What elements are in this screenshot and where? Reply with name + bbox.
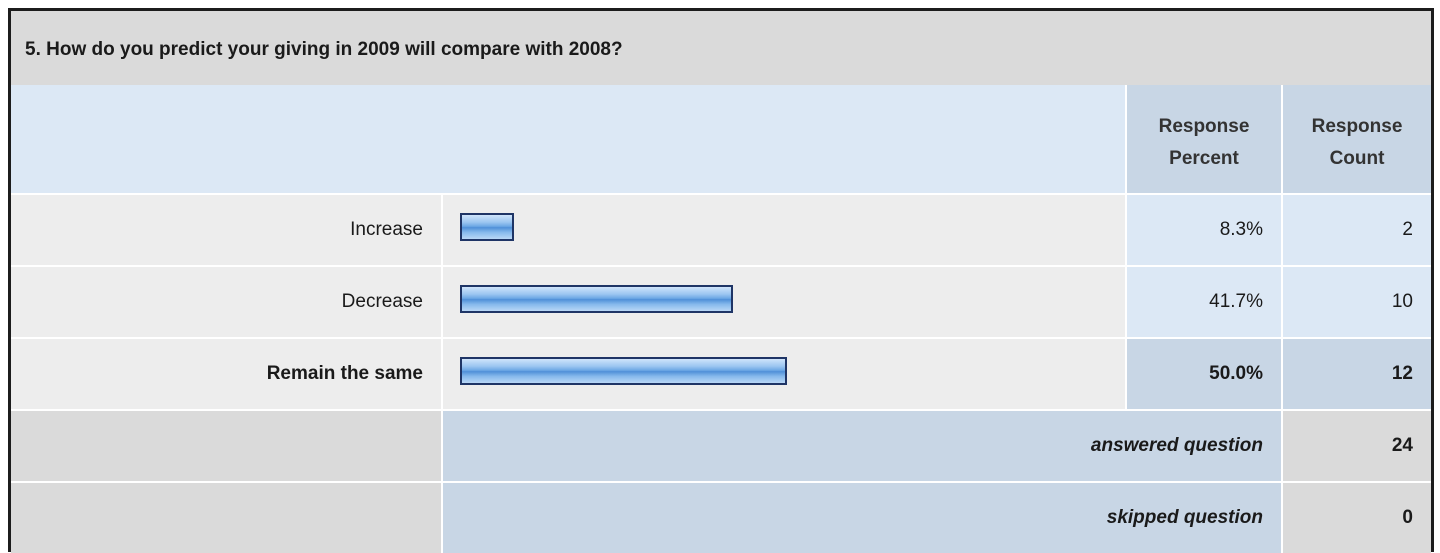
answer-percent: 41.7% (1209, 291, 1263, 312)
column-header-percent: Response Percent (1158, 116, 1250, 169)
column-header-percent-cell: Response Percent (1125, 85, 1281, 193)
summary-blank-cell (11, 409, 443, 481)
bar-decrease (460, 285, 733, 313)
answer-label-cell: Decrease (11, 265, 443, 337)
answer-label-cell: Remain the same (11, 337, 443, 409)
answer-bar-cell (443, 193, 1125, 265)
answer-bar-cell (443, 337, 1125, 409)
skipped-question-label: skipped question (1106, 507, 1263, 528)
answer-label: Remain the same (266, 363, 423, 384)
bar-increase (460, 213, 514, 241)
answer-percent: 50.0% (1209, 363, 1263, 384)
question-title: 5. How do you predict your giving in 200… (25, 39, 623, 60)
answer-count: 10 (1391, 291, 1413, 312)
skipped-question-value: 0 (1402, 507, 1413, 528)
answer-percent-cell: 41.7% (1125, 265, 1281, 337)
question-header: 5. How do you predict your giving in 200… (11, 11, 1431, 87)
answered-question-label: answered question (1090, 435, 1263, 456)
column-header-blank (11, 85, 1125, 193)
answer-percent-cell: 50.0% (1125, 337, 1281, 409)
answer-row-increase: Increase 8.3% 2 (11, 193, 1431, 265)
column-header-count: Response Count (1311, 116, 1403, 169)
answer-percent-cell: 8.3% (1125, 193, 1281, 265)
summary-blank-cell (11, 481, 443, 553)
answered-value-cell: 24 (1281, 409, 1431, 481)
skipped-value-cell: 0 (1281, 481, 1431, 553)
answer-label-cell: Increase (11, 193, 443, 265)
answer-count: 2 (1402, 219, 1413, 240)
skipped-label-cell: skipped question (443, 481, 1281, 553)
answered-question-row: answered question 24 (11, 409, 1431, 481)
column-header-count-cell: Response Count (1281, 85, 1431, 193)
survey-results-table: 5. How do you predict your giving in 200… (8, 8, 1434, 553)
bar-remain-the-same (460, 357, 787, 385)
column-header-row: Response Percent Response Count (11, 85, 1431, 193)
answer-count-cell: 2 (1281, 193, 1431, 265)
answer-row-decrease: Decrease 41.7% 10 (11, 265, 1431, 337)
skipped-question-row: skipped question 0 (11, 481, 1431, 553)
answer-label: Increase (350, 219, 423, 240)
answered-label-cell: answered question (443, 409, 1281, 481)
answer-percent: 8.3% (1219, 219, 1263, 240)
answered-question-value: 24 (1391, 435, 1413, 456)
answer-count-cell: 12 (1281, 337, 1431, 409)
answer-label: Decrease (341, 291, 423, 312)
answer-row-remain-the-same: Remain the same 50.0% 12 (11, 337, 1431, 409)
answer-count-cell: 10 (1281, 265, 1431, 337)
answer-bar-cell (443, 265, 1125, 337)
answer-count: 12 (1391, 363, 1413, 384)
